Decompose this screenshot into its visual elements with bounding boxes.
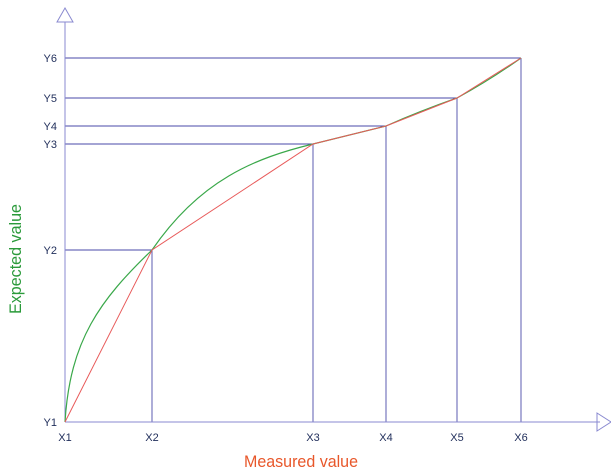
y-tick-label: Y1: [44, 417, 57, 429]
guide-lines: [65, 57, 522, 422]
y-tick-labels: Y1 Y2 Y3 Y4 Y5 Y6: [44, 53, 57, 429]
x-axis-title: Measured value: [244, 452, 358, 471]
series-linear-curve: [64, 57, 522, 423]
axes: [56, 6, 611, 432]
y-axis-arrow-icon: [56, 6, 74, 23]
y-tick-label: Y5: [44, 93, 57, 105]
curves: [64, 57, 522, 423]
x-tick-label: X4: [379, 432, 392, 444]
x-tick-label: X5: [450, 432, 463, 444]
y-tick-label: Y3: [44, 139, 57, 151]
series-smooth-curve: [64, 57, 522, 423]
y-tick-label: Y4: [44, 121, 57, 133]
x-axis-arrow-icon: [596, 412, 611, 432]
y-axis-title: Expected value: [6, 204, 25, 314]
x-tick-label: X2: [145, 432, 158, 444]
y-tick-label: Y6: [44, 53, 57, 65]
y-tick-label: Y2: [44, 245, 57, 257]
x-tick-label: X3: [306, 432, 319, 444]
x-tick-label: X1: [58, 432, 71, 444]
x-tick-label: X6: [514, 432, 527, 444]
x-tick-labels: X1 X2 X3 X4 X5 X6: [58, 432, 527, 444]
